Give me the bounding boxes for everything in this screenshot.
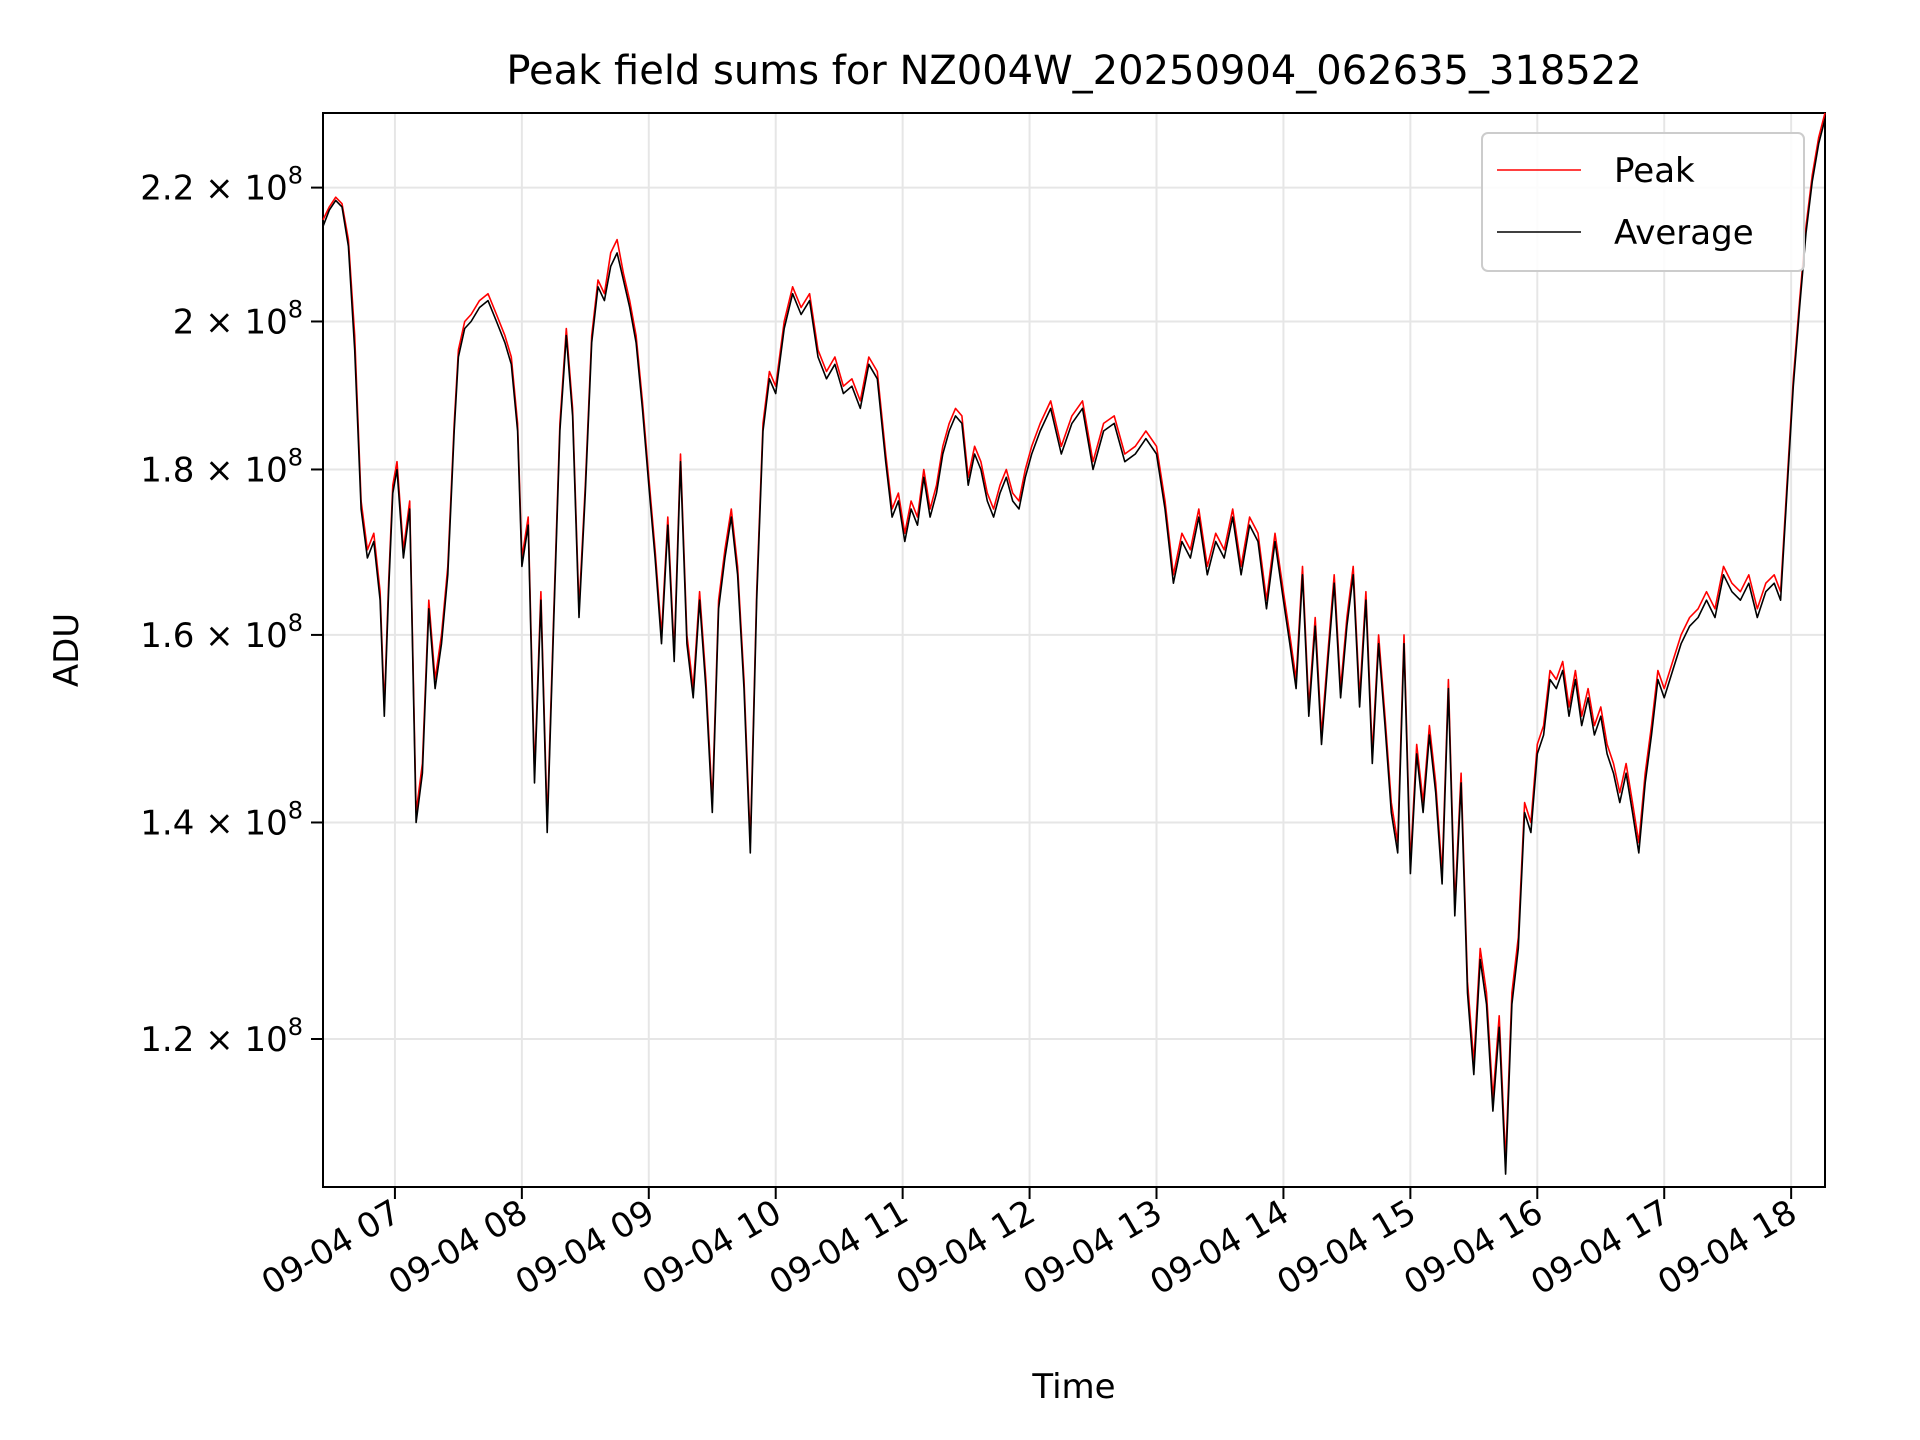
legend-label-peak: Peak bbox=[1614, 151, 1695, 191]
x-tick-label: 09-04 09 bbox=[509, 1192, 661, 1303]
y-tick-label: 1.4 × 108 bbox=[140, 796, 303, 843]
legend-label-average: Average bbox=[1614, 213, 1754, 253]
x-tick-label: 09-04 12 bbox=[890, 1192, 1042, 1303]
x-tick-label: 09-04 11 bbox=[763, 1192, 915, 1303]
plot-area bbox=[322, 112, 1826, 1188]
x-tick-label: 09-04 16 bbox=[1397, 1192, 1549, 1303]
x-tick-label: 09-04 10 bbox=[636, 1192, 788, 1303]
legend-box bbox=[1481, 132, 1805, 272]
grid bbox=[323, 113, 1825, 1187]
x-tick-label: 09-04 18 bbox=[1651, 1192, 1803, 1303]
y-tick-label: 2 × 108 bbox=[173, 295, 303, 342]
chart-title: Peak field sums for NZ004W_20250904_0626… bbox=[506, 48, 1641, 94]
x-axis-label: Time bbox=[1031, 1367, 1115, 1407]
y-tick-label: 1.2 × 108 bbox=[140, 1013, 303, 1060]
y-tick-label: 2.2 × 108 bbox=[140, 162, 303, 209]
x-tick-label: 09-04 15 bbox=[1270, 1192, 1422, 1303]
x-tick-label: 09-04 17 bbox=[1524, 1192, 1676, 1303]
series-layer bbox=[322, 112, 1826, 1175]
x-tick-label: 09-04 14 bbox=[1144, 1192, 1296, 1303]
y-tick-label: 1.6 × 108 bbox=[140, 609, 303, 656]
x-tick-label: 09-04 13 bbox=[1017, 1192, 1169, 1303]
legend: Peak Average bbox=[1481, 132, 1805, 272]
y-axis-ticks: 1.2 × 108 1.4 × 108 1.6 × 108 1.8 × 108 2 × … bbox=[140, 162, 323, 1060]
x-tick-label: 09-04 08 bbox=[382, 1192, 534, 1303]
x-tick-label: 09-04 07 bbox=[255, 1192, 407, 1303]
y-axis-label: ADU bbox=[47, 613, 87, 687]
y-tick-label: 1.8 × 108 bbox=[140, 443, 303, 490]
series-line-average bbox=[322, 118, 1826, 1175]
